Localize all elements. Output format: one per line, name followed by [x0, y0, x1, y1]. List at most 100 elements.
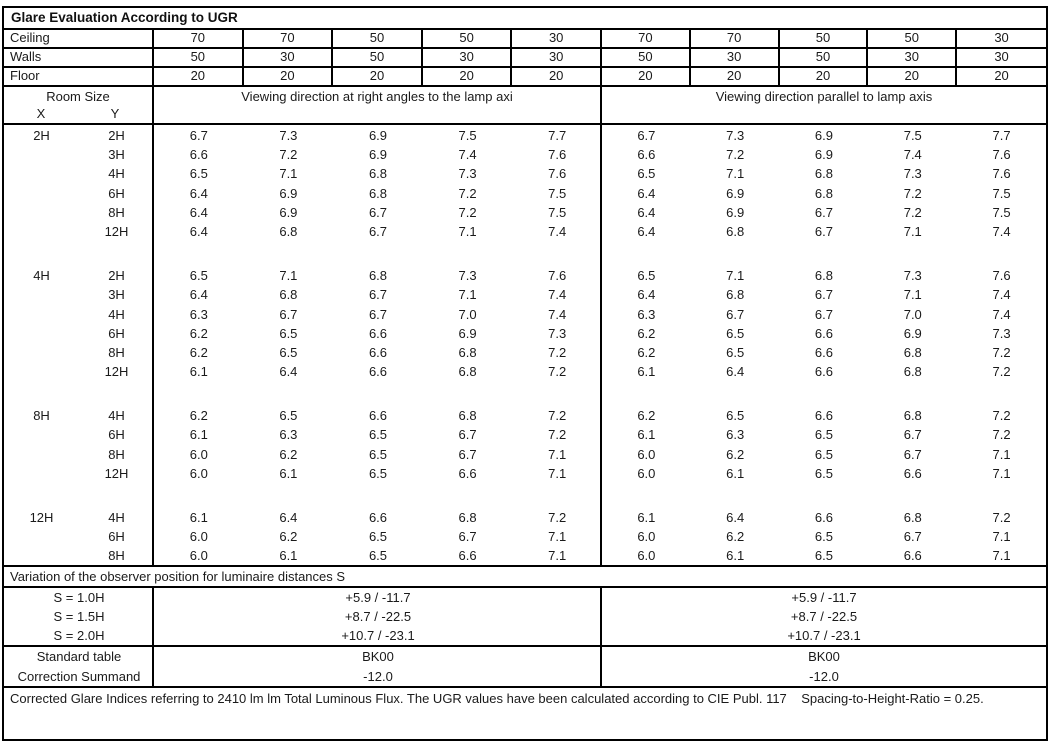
ugr-value-cell: 6.0 [637, 446, 656, 462]
room-size-label: Room Size [46, 89, 110, 104]
ugr-row: 8H 4H 6.2 6.5 6.6 6.8 7.2 6.2 6.5 6.6 6.8 7.2 [4, 406, 1046, 425]
ugr-value-cell: 6.8 [458, 408, 477, 424]
ugr-value-cell: 6.2 [189, 325, 208, 341]
ugr-row: 2H 2H 6.7 7.3 6.9 7.5 7.7 6.7 7.3 6.9 7.5 7.7 [4, 126, 1046, 145]
ugr-value-cell: 7.5 [903, 128, 922, 143]
ugr-values-body: 2H 2H 6.7 7.3 6.9 7.5 7.7 6.7 7.3 6.9 7.5 7.7 3H 6.6 7… [4, 125, 1046, 565]
room-y-cell: 3H [108, 147, 125, 163]
room-x-cell [4, 305, 79, 324]
surface-value-cell: 50 [780, 30, 869, 47]
ugr-value-cell: 6.8 [814, 166, 833, 182]
ugr-value-cell: 7.1 [548, 529, 567, 545]
ugr-value-cell: 6.7 [814, 287, 833, 303]
ugr-value-cell: 6.6 [814, 364, 833, 380]
surface-value-cell: 30 [512, 30, 602, 47]
ugr-row: 4H 6.5 7.1 6.8 7.3 7.6 6.5 7.1 6.8 7.3 7.6 [4, 164, 1046, 183]
ugr-value-cell: 6.7 [458, 427, 477, 443]
ugr-value-cell: 6.1 [189, 427, 208, 443]
column-divider [600, 647, 602, 686]
ugr-value-cell: 7.6 [548, 268, 567, 284]
room-x-cell [4, 222, 79, 241]
ugr-row: 6H 6.2 6.5 6.6 6.9 7.3 6.2 6.5 6.6 6.9 7.3 [4, 324, 1046, 343]
ugr-value-cell: 6.4 [189, 204, 208, 220]
room-x-cell [4, 362, 79, 381]
ugr-value-cell: 6.8 [368, 185, 388, 201]
room-y-cell: 6H [108, 325, 125, 341]
surface-value-cell: 20 [154, 68, 244, 85]
ugr-value-cell: 7.5 [548, 204, 567, 220]
surface-value-cell: 50 [333, 30, 423, 47]
ugr-value-cell: 7.4 [548, 306, 567, 322]
ugr-value-cell: 7.1 [726, 166, 745, 182]
ugr-value-cell: 6.8 [726, 223, 745, 239]
surface-row-label: Ceiling [4, 30, 154, 47]
ugr-value-cell: 6.5 [726, 344, 745, 360]
ugr-value-cell: 6.3 [637, 306, 656, 322]
ugr-value-cell: 6.8 [279, 287, 298, 303]
ugr-value-cell: 6.9 [279, 204, 298, 220]
ugr-value-cell: 6.6 [458, 465, 477, 481]
ugr-value-cell: 6.1 [726, 465, 745, 481]
variation-label: S = 2.0H [53, 628, 105, 643]
surface-value-cell: 20 [244, 68, 334, 85]
surface-value-cell: 20 [423, 68, 513, 85]
ugr-row: 12H 6.0 6.1 6.5 6.6 7.1 6.0 6.1 6.5 6.6 7.1 [4, 464, 1046, 483]
ugr-value-cell: 7.3 [548, 325, 567, 341]
column-header-row: Room Size X Y Viewing direction at right… [4, 87, 1046, 125]
room-x-cell [4, 285, 79, 304]
ugr-value-cell: 7.4 [458, 147, 477, 163]
ugr-value-cell: 6.9 [903, 325, 922, 341]
room-x-cell [4, 324, 79, 343]
ugr-value-cell: 6.4 [726, 510, 745, 525]
surface-value-cell: 50 [868, 30, 958, 47]
ugr-value-cell: 6.2 [637, 408, 656, 424]
ugr-value-cell: 7.1 [726, 268, 745, 284]
ugr-value-cell: 7.2 [992, 408, 1011, 424]
ugr-value-cell: 7.2 [548, 408, 567, 424]
variation-section-header: Variation of the observer position for l… [4, 565, 1046, 588]
ugr-value-cell: 7.3 [458, 268, 477, 284]
ugr-value-cell: 6.3 [726, 427, 745, 443]
ugr-value-cell: 6.0 [637, 548, 656, 564]
ugr-value-cell: 7.6 [992, 166, 1011, 182]
room-x-cell: 2H [33, 128, 50, 143]
room-y-cell: 4H [108, 408, 125, 424]
summary-value-right: BK00 [808, 649, 840, 664]
column-divider [600, 125, 602, 565]
ugr-value-cell: 6.7 [903, 529, 922, 545]
ugr-value-cell: 6.5 [368, 548, 388, 564]
ugr-value-cell: 6.5 [814, 465, 833, 481]
ugr-value-cell: 7.4 [903, 147, 922, 163]
ugr-value-cell: 6.4 [637, 185, 656, 201]
ugr-value-cell: 7.2 [458, 185, 477, 201]
room-x-cell [4, 546, 79, 565]
room-y-cell: 2H [108, 128, 125, 143]
ugr-value-cell: 6.9 [458, 325, 477, 341]
ugr-value-cell: 7.4 [992, 223, 1011, 239]
summary-row: Standard table BK00 BK00 [4, 647, 1046, 667]
ugr-value-cell: 6.2 [637, 325, 656, 341]
ugr-value-cell: 6.8 [903, 364, 922, 380]
ugr-value-cell: 7.3 [458, 166, 477, 182]
room-x-cell: 4H [33, 268, 50, 284]
summary-value-left: -12.0 [363, 668, 393, 684]
room-x-cell [4, 425, 79, 444]
ugr-value-cell: 6.1 [726, 548, 745, 564]
ugr-value-cell: 6.1 [189, 510, 208, 525]
surface-row: Walls 50 30 50 30 30 50 30 50 30 30 [4, 49, 1046, 68]
ugr-value-cell: 6.0 [637, 465, 656, 481]
ugr-value-cell: 6.7 [903, 427, 922, 443]
surface-value-cell: 50 [780, 49, 869, 66]
ugr-value-cell: 7.1 [992, 529, 1011, 545]
ugr-value-cell: 6.5 [368, 427, 388, 443]
surface-value-cell: 30 [244, 49, 334, 66]
ugr-value-cell: 6.4 [637, 287, 656, 303]
ugr-value-cell: 7.1 [279, 166, 298, 182]
ugr-value-cell: 6.6 [368, 408, 388, 424]
ugr-value-cell: 6.6 [814, 510, 833, 525]
room-y-cell: 8H [108, 204, 125, 220]
ugr-value-cell: 6.5 [368, 465, 388, 481]
ugr-value-cell: 7.7 [548, 128, 567, 143]
ugr-value-cell: 6.6 [814, 325, 833, 341]
variation-row: S = 1.5H +8.7 / -22.5 +8.7 / -22.5 [4, 607, 1046, 626]
